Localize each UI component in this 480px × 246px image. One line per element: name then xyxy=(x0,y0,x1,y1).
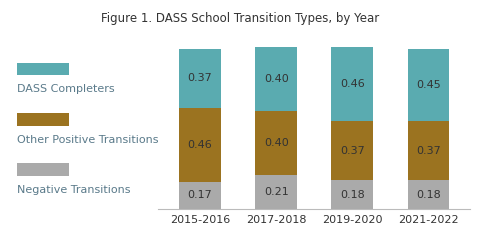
Text: 0.46: 0.46 xyxy=(188,140,213,150)
Text: 0.18: 0.18 xyxy=(416,190,441,200)
Text: Negative Transitions: Negative Transitions xyxy=(17,185,131,195)
Text: 0.18: 0.18 xyxy=(340,190,365,200)
Text: 0.46: 0.46 xyxy=(340,79,365,89)
Bar xyxy=(179,49,221,108)
Bar xyxy=(408,49,449,121)
FancyBboxPatch shape xyxy=(17,163,69,176)
Bar xyxy=(332,47,373,121)
Text: 0.40: 0.40 xyxy=(264,74,288,84)
Text: 0.45: 0.45 xyxy=(416,80,441,90)
Bar xyxy=(255,47,297,111)
Text: 0.40: 0.40 xyxy=(264,138,288,148)
Text: 0.37: 0.37 xyxy=(340,146,365,155)
Bar xyxy=(255,175,297,209)
Bar xyxy=(332,180,373,209)
Text: 0.17: 0.17 xyxy=(188,190,213,200)
Text: Other Positive Transitions: Other Positive Transitions xyxy=(17,135,158,145)
Bar xyxy=(179,182,221,209)
Bar xyxy=(408,121,449,180)
Bar xyxy=(332,121,373,180)
Text: 0.21: 0.21 xyxy=(264,187,288,197)
Text: Figure 1. DASS School Transition Types, by Year: Figure 1. DASS School Transition Types, … xyxy=(101,12,379,25)
Text: DASS Completers: DASS Completers xyxy=(17,84,115,94)
FancyBboxPatch shape xyxy=(17,113,69,126)
Bar xyxy=(179,108,221,182)
Text: 0.37: 0.37 xyxy=(188,73,213,83)
Bar xyxy=(408,180,449,209)
Text: 0.37: 0.37 xyxy=(416,146,441,155)
Bar xyxy=(255,111,297,175)
FancyBboxPatch shape xyxy=(17,63,69,75)
